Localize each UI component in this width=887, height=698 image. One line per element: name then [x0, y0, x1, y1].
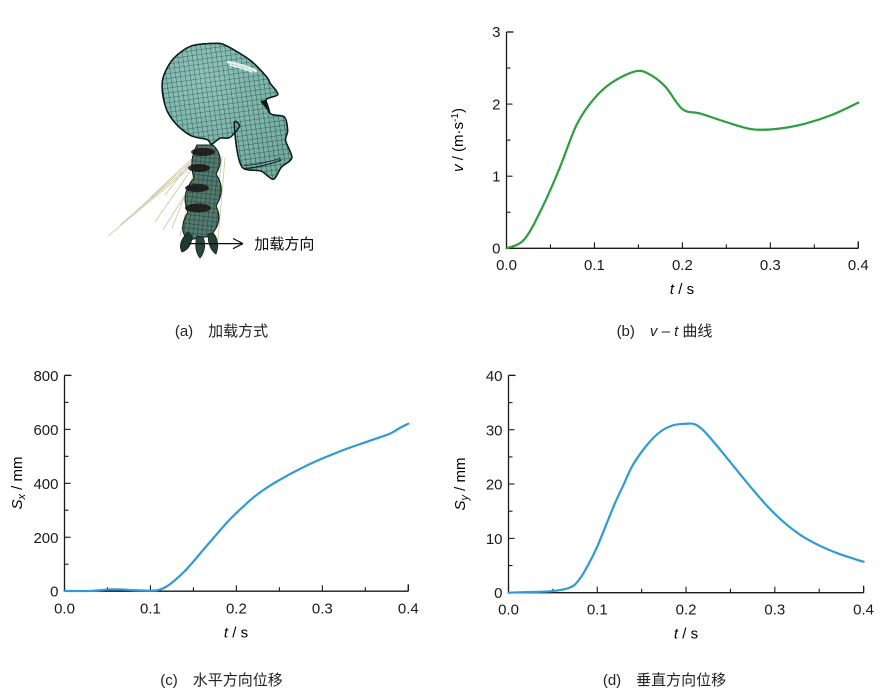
svg-text:Sy / mm: Sy / mm [452, 457, 471, 510]
svg-text:0.3: 0.3 [312, 600, 333, 617]
svg-text:0.0: 0.0 [54, 600, 75, 617]
svg-text:400: 400 [33, 476, 58, 493]
svg-text:40: 40 [486, 368, 503, 385]
svg-text:0.2: 0.2 [226, 600, 247, 617]
svg-text:200: 200 [33, 530, 58, 547]
svg-text:v / (m·s-1): v / (m·s-1) [450, 108, 467, 172]
svg-text:0.2: 0.2 [676, 601, 697, 618]
svg-text:0.0: 0.0 [498, 601, 519, 618]
svg-text:3: 3 [492, 24, 500, 41]
svg-text:0: 0 [50, 584, 58, 601]
svg-text:0.2: 0.2 [672, 257, 693, 274]
svg-text:0.1: 0.1 [140, 600, 161, 617]
svg-text:加载方向: 加载方向 [254, 236, 314, 253]
svg-text:t / s: t / s [674, 625, 698, 642]
svg-text:800: 800 [33, 368, 58, 385]
svg-text:1: 1 [492, 168, 500, 185]
svg-text:t / s: t / s [670, 281, 694, 298]
svg-text:0.0: 0.0 [496, 257, 517, 274]
svg-text:600: 600 [33, 422, 58, 439]
svg-text:10: 10 [486, 531, 503, 548]
svg-text:2: 2 [492, 96, 500, 113]
svg-text:0.1: 0.1 [587, 601, 608, 618]
svg-text:0.4: 0.4 [853, 601, 874, 618]
svg-text:30: 30 [486, 422, 503, 439]
svg-text:0.4: 0.4 [398, 600, 419, 617]
svg-text:0.1: 0.1 [584, 257, 605, 274]
svg-text:0.3: 0.3 [764, 601, 785, 618]
svg-text:0: 0 [492, 241, 500, 258]
svg-text:0: 0 [494, 585, 502, 602]
svg-text:Sx / mm: Sx / mm [9, 456, 28, 509]
svg-text:t / s: t / s [224, 624, 248, 641]
svg-text:20: 20 [486, 477, 503, 494]
svg-text:0.4: 0.4 [848, 257, 869, 274]
svg-text:0.3: 0.3 [760, 257, 781, 274]
